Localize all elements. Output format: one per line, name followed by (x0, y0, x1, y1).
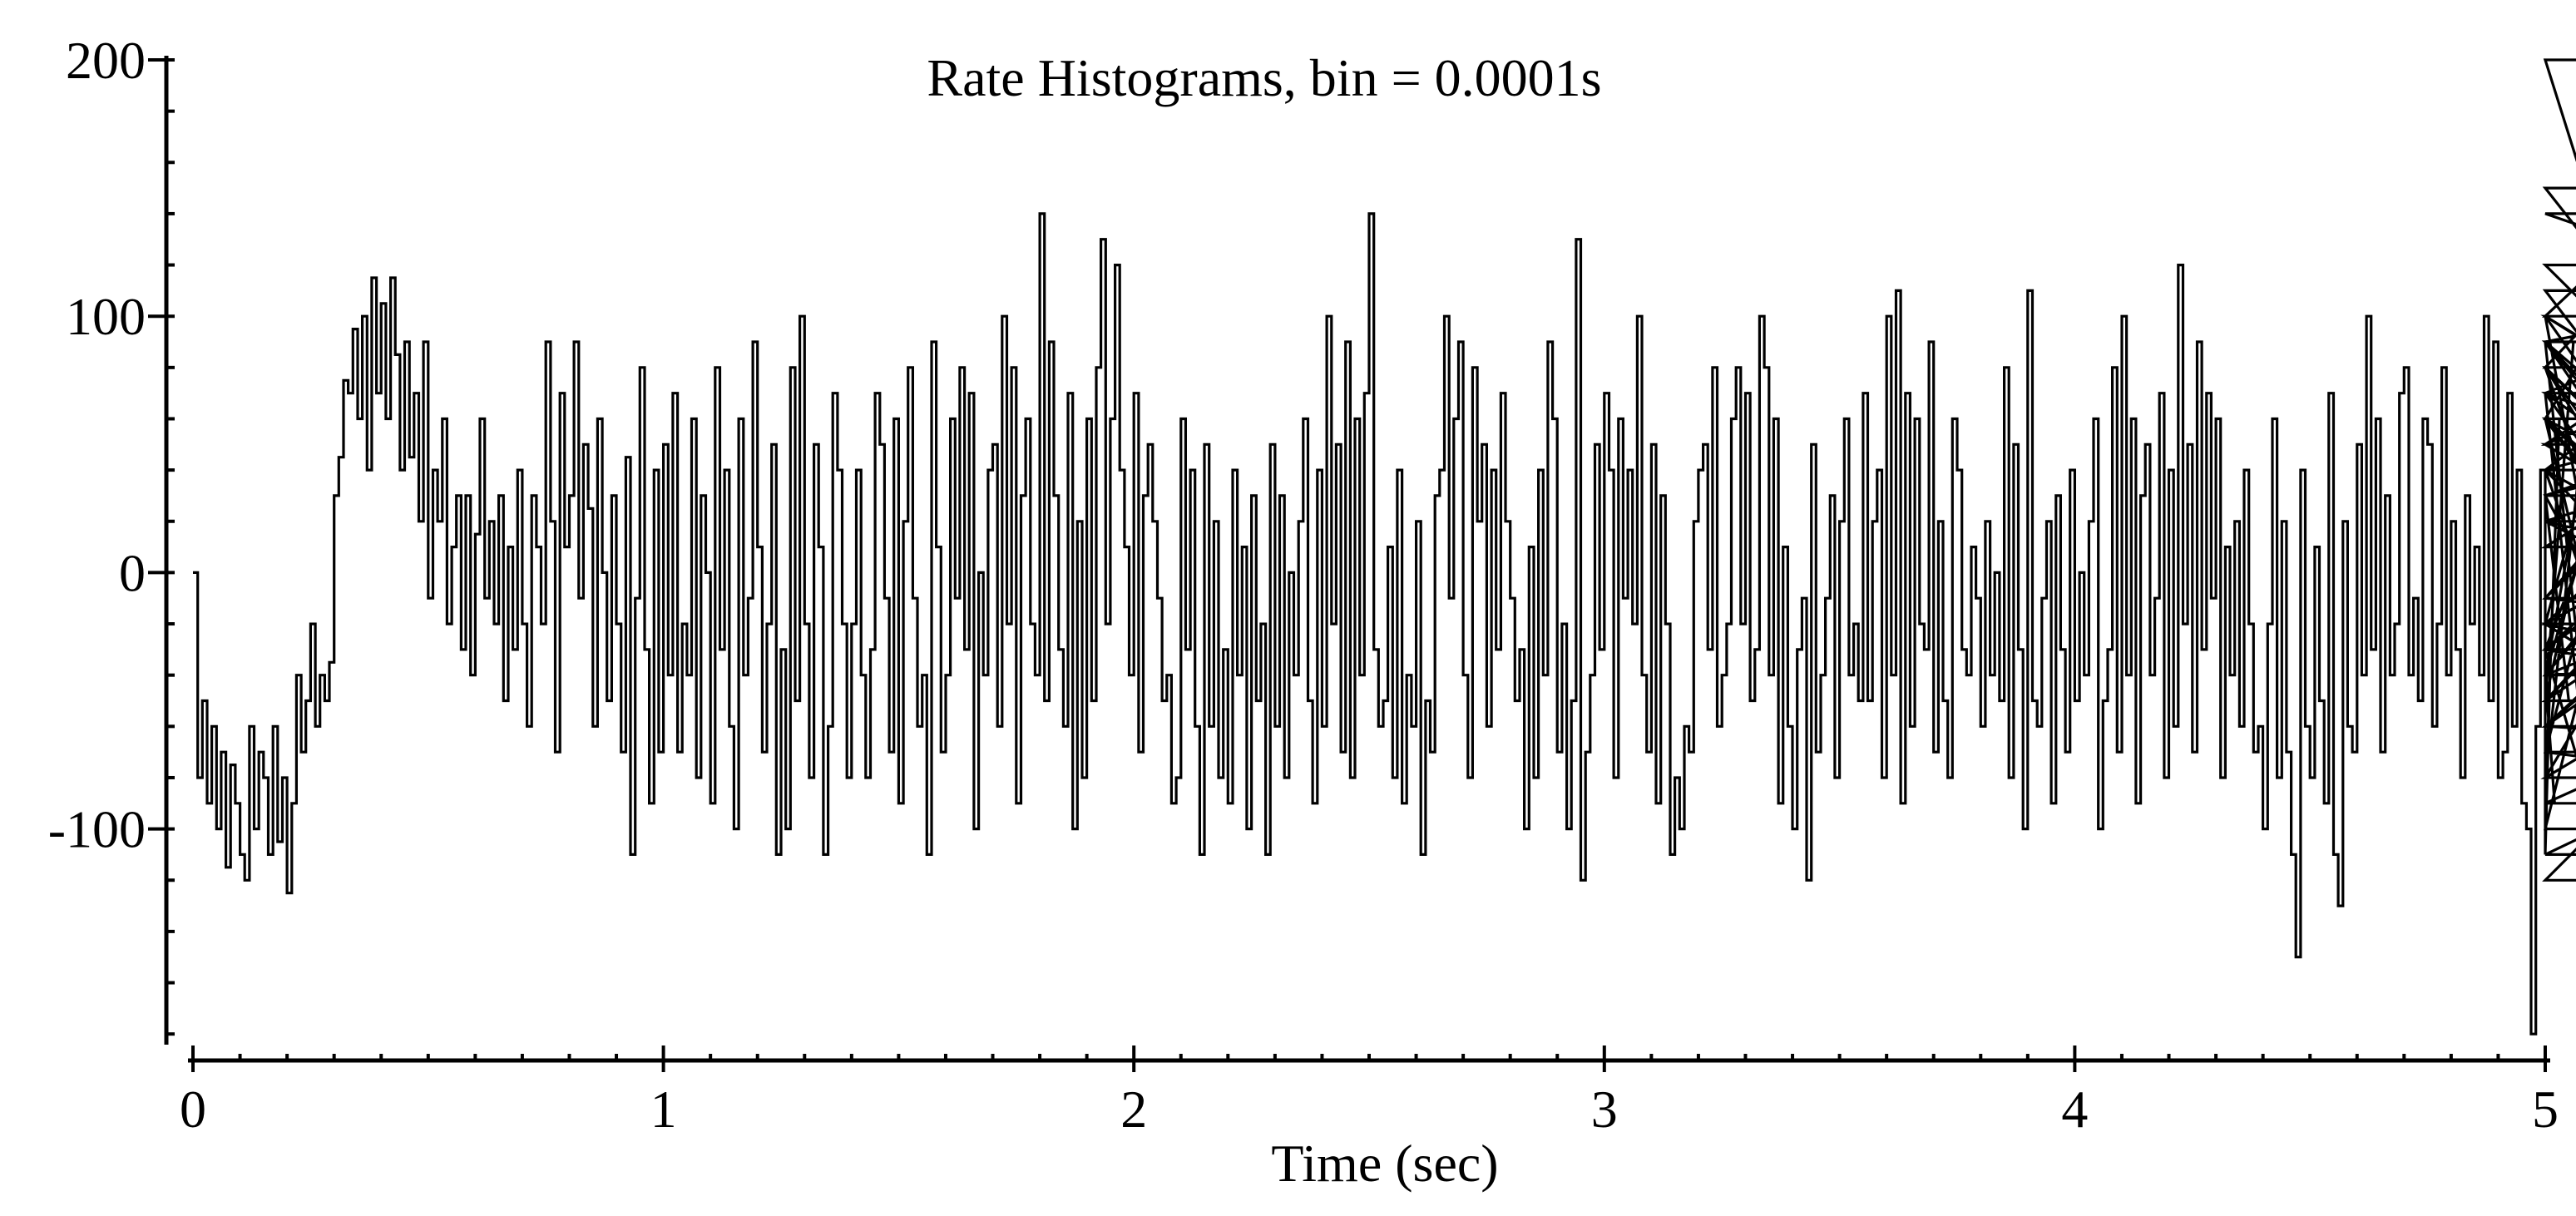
x-tick-label: 4 (2061, 1080, 2088, 1139)
x-axis-label: Time (sec) (1271, 1134, 1498, 1193)
x-minor-ticks (191, 1045, 2547, 1072)
y-tick-label: 200 (66, 31, 146, 90)
rate-series-line (193, 58, 2576, 1036)
x-tick-label: 1 (650, 1080, 677, 1139)
y-tick-label: 100 (66, 287, 146, 346)
x-tick-label: 2 (1120, 1080, 1147, 1139)
x-tick-label: 5 (2532, 1080, 2559, 1139)
y-tick-label: -100 (48, 800, 146, 859)
y-tick-labels: 200 100 0 -100 (48, 31, 146, 859)
x-tick-label: 3 (1591, 1080, 1618, 1139)
y-tick-label: 0 (119, 543, 146, 602)
x-tick-labels: 0 1 2 3 4 5 (180, 1080, 2559, 1139)
x-tick-label: 0 (180, 1080, 206, 1139)
chart-title: Rate Histograms, bin = 0.0001s (927, 48, 1601, 107)
y-minor-ticks (148, 58, 175, 1036)
